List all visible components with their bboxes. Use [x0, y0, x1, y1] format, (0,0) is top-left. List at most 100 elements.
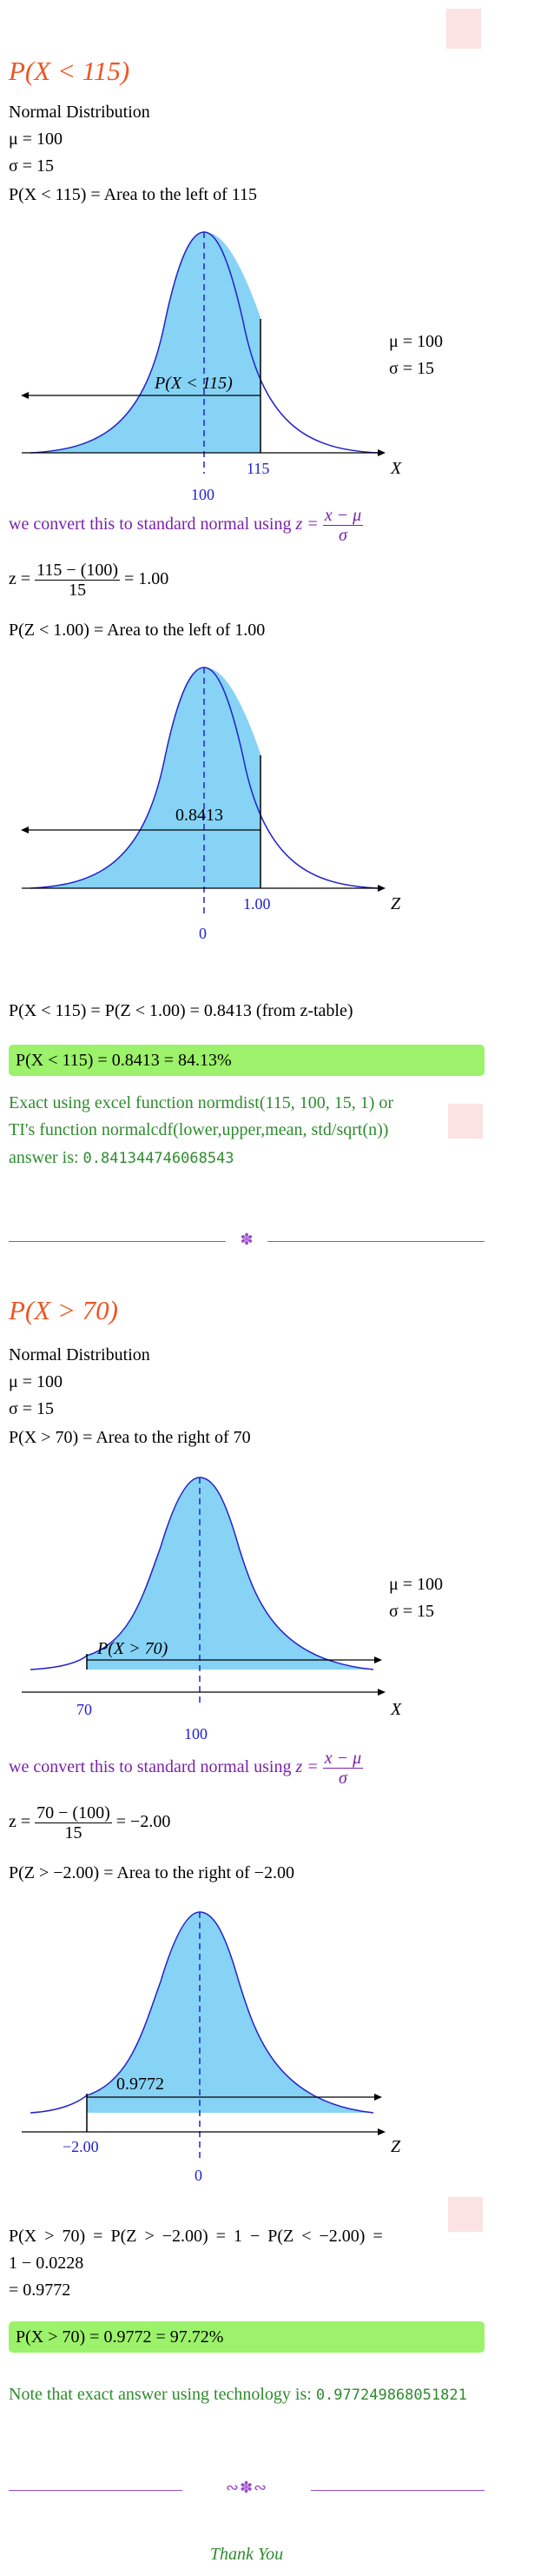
- axis-arrow-head: [378, 885, 386, 892]
- convert-text: we convert this to standard normal using: [9, 515, 292, 534]
- mean-label: 0: [195, 2167, 202, 2184]
- region-label: P(X < 115): [154, 374, 233, 393]
- z-calc-rhs: = −2.00: [115, 1812, 171, 1832]
- convert-text: we convert this to standard normal using: [9, 1757, 292, 1777]
- z-calc-frac: 70 − (100) 15: [35, 1803, 112, 1842]
- z-calc-lhs: z =: [9, 1812, 31, 1832]
- axis-var: Z: [391, 894, 401, 913]
- exact-value: 0.841344746068543: [82, 1150, 234, 1167]
- section1-heading: P(X < 115): [9, 56, 130, 86]
- section2-heading: P(X > 70): [9, 1295, 118, 1325]
- z-formula-den: σ: [339, 526, 347, 545]
- axis-arrow-head: [378, 2128, 386, 2135]
- axis-var: X: [390, 459, 402, 478]
- divider-line-left: [9, 2490, 182, 2491]
- watermark-badge: [446, 9, 481, 49]
- area-line: P(X < 115) = Area to the left of 115: [9, 185, 258, 204]
- chart-mu: μ = 100: [389, 332, 443, 351]
- z-formula-num: x − μ: [322, 506, 364, 526]
- mean-label: 100: [184, 1725, 208, 1743]
- z-calc-lhs: z =: [9, 569, 31, 589]
- mean-label: 100: [191, 486, 214, 503]
- watermark-badge: [448, 1104, 483, 1139]
- x-label: 70: [76, 1701, 92, 1718]
- z-formula-den: σ: [339, 1769, 347, 1788]
- z-calc-num: 115 − (100): [35, 561, 121, 581]
- result-line-2: 1 − 0.0228: [9, 2254, 84, 2273]
- answer-text: P(X > 70) = 0.9772 = 97.72%: [16, 2327, 224, 2347]
- exact-line-1: Exact using excel function normdist(115,…: [9, 1093, 394, 1112]
- z-area-line: P(Z < 1.00) = Area to the left of 1.00: [9, 621, 266, 640]
- z-area-line: P(Z > −2.00) = Area to the right of −2.0…: [9, 1863, 294, 1882]
- arrow-head: [374, 1656, 382, 1663]
- dist-name: Normal Distribution: [9, 1345, 150, 1364]
- axis-arrow-head: [378, 449, 386, 456]
- convert-line: we convert this to standard normal using…: [9, 1749, 364, 1788]
- mu-line: μ = 100: [9, 1372, 63, 1391]
- shaded-area: [30, 667, 261, 888]
- normal-curve-chart-x: P(X < 115) 100 115 X μ = 100 σ = 15: [21, 231, 443, 503]
- z-calc-rhs: = 1.00: [124, 569, 169, 589]
- exact-prefix: answer is:: [9, 1148, 79, 1167]
- z-calc-num: 70 − (100): [35, 1803, 112, 1823]
- z-calc-den: 15: [64, 1823, 82, 1842]
- answer-highlight: P(X > 70) = 0.9772 = 97.72%: [9, 2321, 485, 2353]
- convert-line: we convert this to standard normal using…: [9, 506, 364, 545]
- x-label: 115: [247, 460, 269, 477]
- arrow-head: [21, 392, 29, 399]
- exact-line-2: TI's function normalcdf(lower,upper,mean…: [9, 1120, 389, 1139]
- chart-sigma: σ = 15: [389, 359, 434, 378]
- answer-highlight: P(X < 115) = 0.8413 = 84.13%: [9, 1045, 485, 1076]
- z-calc: z = 115 − (100) 15 = 1.00: [9, 561, 168, 600]
- region-label: 0.9772: [116, 2075, 164, 2094]
- thank-you: Thank You: [209, 2545, 284, 2564]
- z-formula: x − μ σ: [322, 506, 364, 545]
- chart-mu: μ = 100: [389, 1575, 443, 1594]
- region-label: P(X > 70): [96, 1639, 168, 1658]
- mu-line: μ = 100: [9, 129, 63, 149]
- shaded-area: [87, 1912, 373, 2113]
- note-value: 0.977249868051821: [315, 2387, 467, 2404]
- z-lhs: z =: [295, 1757, 319, 1777]
- divider-ornament-icon: ✽: [240, 1231, 254, 1249]
- z-calc-frac: 115 − (100) 15: [35, 561, 121, 600]
- divider-line-right: [311, 2490, 485, 2491]
- chart-sigma: σ = 15: [389, 1602, 434, 1621]
- z-label: −2.00: [63, 2138, 99, 2155]
- result-line: P(X < 115) = P(Z < 1.00) = 0.8413 (from …: [9, 1001, 353, 1020]
- z-formula: x − μ σ: [322, 1749, 364, 1788]
- region-label: 0.8413: [175, 806, 223, 825]
- axis-arrow-head: [378, 1689, 386, 1696]
- divider-line-right: [267, 1241, 485, 1242]
- watermark-badge: [448, 2197, 483, 2232]
- area-line: P(X > 70) = Area to the right of 70: [9, 1428, 251, 1447]
- arrow-head: [21, 827, 29, 833]
- axis-var: X: [390, 1700, 402, 1719]
- z-calc-den: 15: [69, 581, 87, 600]
- standard-normal-chart-z: 0.9772 0 −2.00 Z: [22, 1911, 401, 2184]
- axis-var: Z: [391, 2137, 401, 2156]
- section-divider: ∾✽∾: [9, 2479, 485, 2499]
- divider-line-left: [9, 1241, 226, 1242]
- exact-line-3: answer is: 0.841344746068543: [9, 1148, 234, 1168]
- result-line-1: P(X > 70) = P(Z > −2.00) = 1 − P(Z < −2.…: [9, 2227, 383, 2246]
- mean-label: 0: [199, 925, 207, 942]
- shaded-area: [30, 232, 261, 453]
- answer-text: P(X < 115) = 0.8413 = 84.13%: [16, 1051, 232, 1070]
- standard-normal-chart-z: 0.8413 0 1.00 Z: [21, 667, 401, 942]
- shaded-area: [87, 1477, 373, 1670]
- arrow-head: [374, 2094, 382, 2101]
- divider-ornament-icon: ∾✽∾: [225, 2479, 268, 2497]
- section-divider: ✽: [9, 1231, 485, 1250]
- z-formula-num: x − μ: [322, 1749, 364, 1769]
- sigma-line: σ = 15: [9, 156, 55, 176]
- note-line: Note that exact answer using technology …: [9, 2385, 467, 2405]
- z-calc: z = 70 − (100) 15 = −2.00: [9, 1803, 170, 1842]
- result-line-3: = 0.9772: [9, 2281, 71, 2300]
- dist-name: Normal Distribution: [9, 103, 150, 122]
- normal-curve-chart-x: P(X > 70) 100 70 X μ = 100 σ = 15: [22, 1477, 443, 1743]
- z-label: 1.00: [243, 895, 271, 913]
- z-lhs: z =: [295, 515, 319, 534]
- sigma-line: σ = 15: [9, 1399, 55, 1418]
- note-prefix: Note that exact answer using technology …: [9, 2385, 312, 2404]
